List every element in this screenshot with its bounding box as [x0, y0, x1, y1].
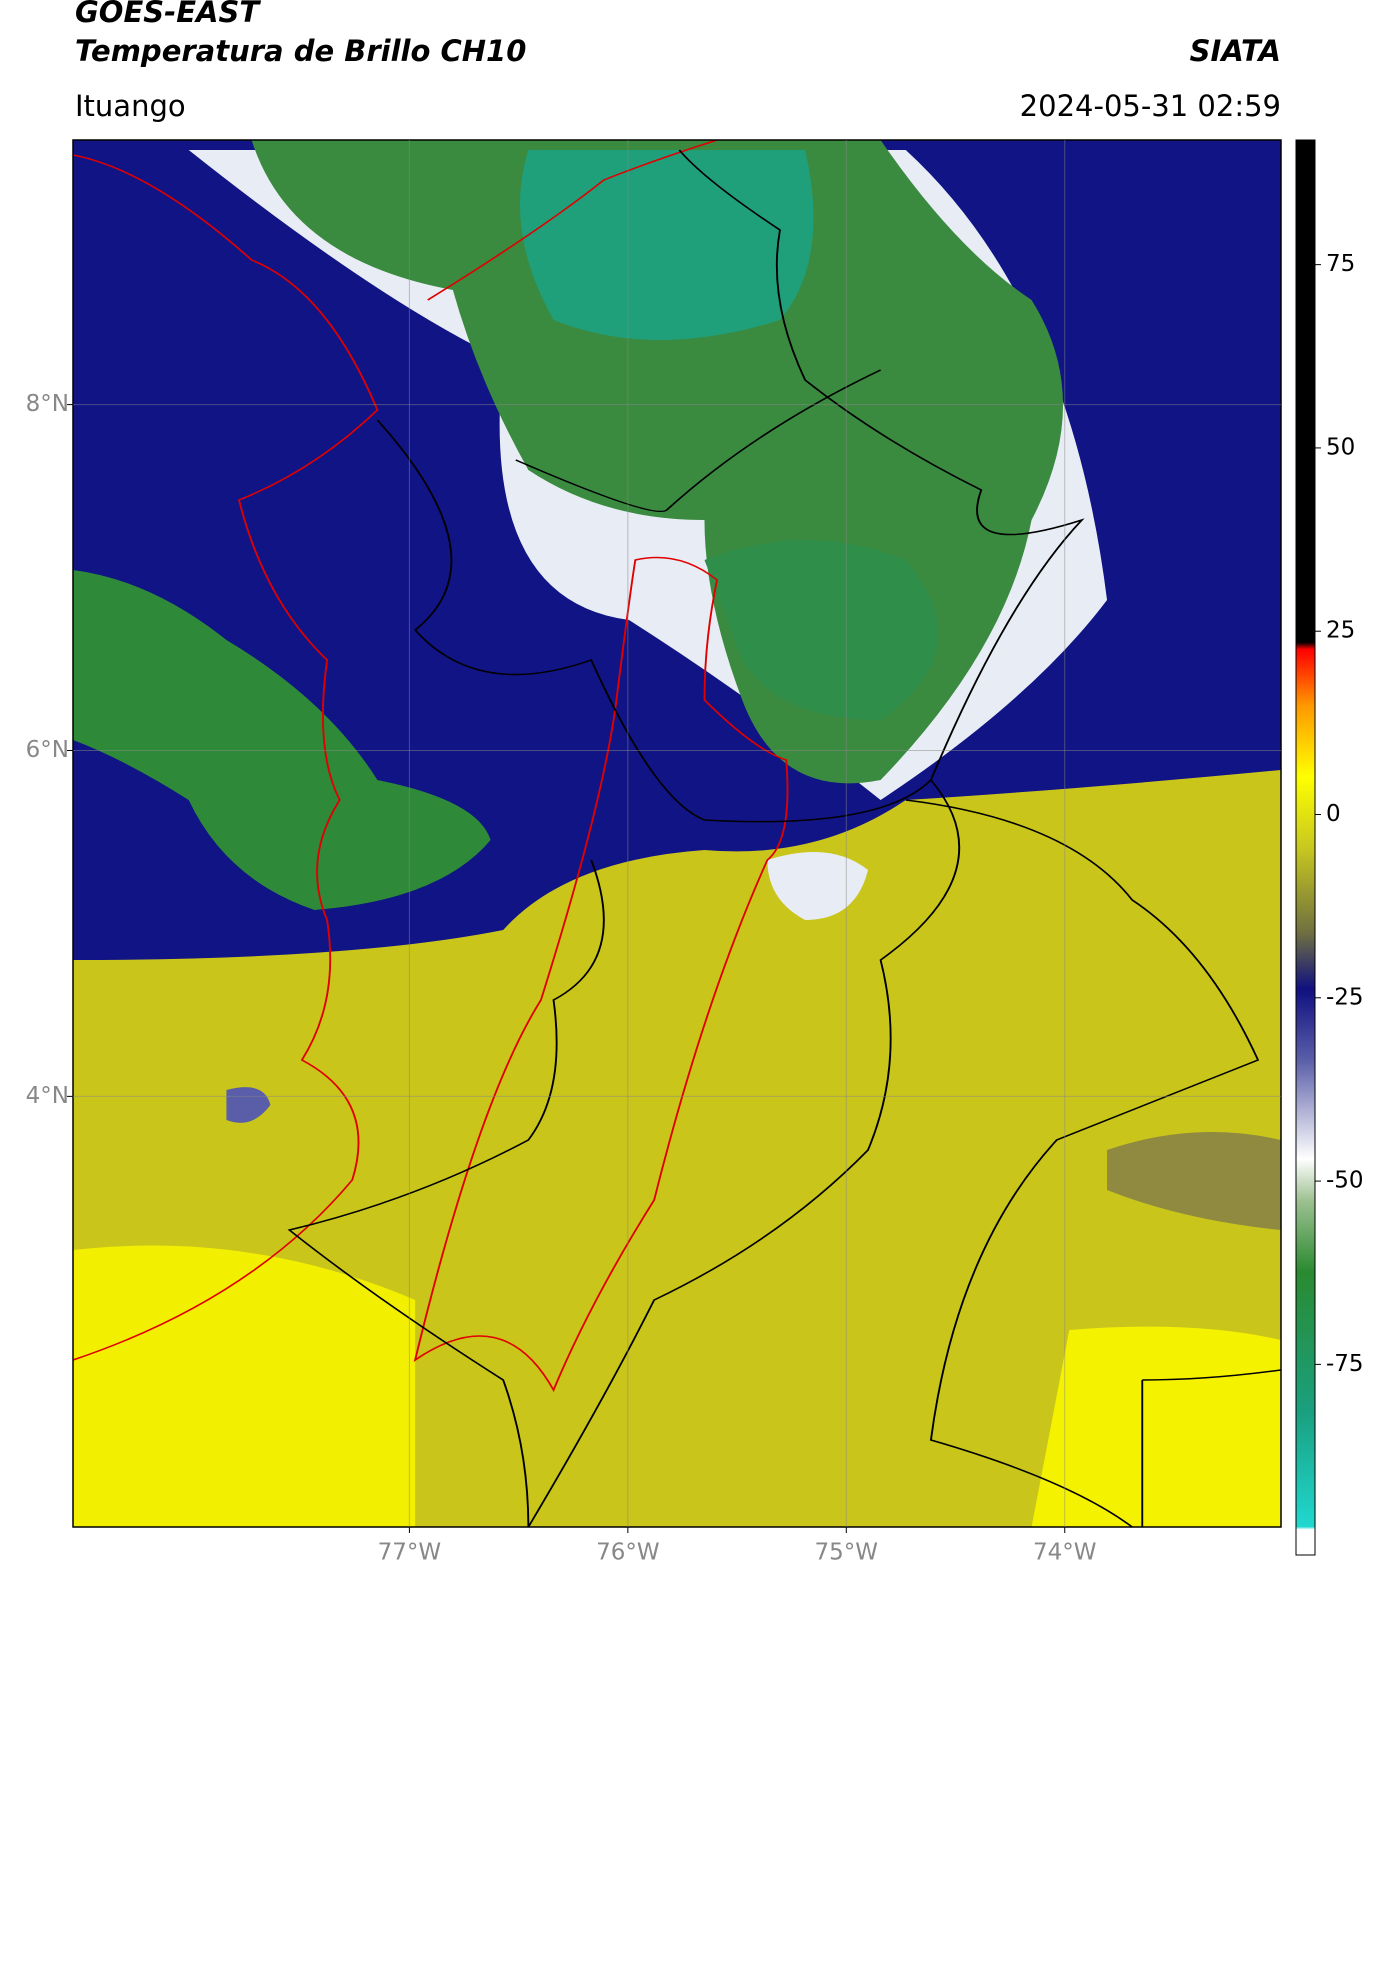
source: SIATA — [1190, 34, 1281, 68]
colorbar-tick-label: 50 — [1326, 434, 1355, 460]
colorbar-tick-label: 25 — [1326, 618, 1355, 644]
colorbar-tick-label: 75 — [1326, 251, 1355, 277]
datetime: 2024-05-31 02:59 — [1020, 89, 1281, 123]
colorbar — [1295, 139, 1316, 1556]
colorbar-tick-label: -75 — [1326, 1351, 1364, 1377]
y-tick-label: 4°N — [26, 1083, 69, 1109]
x-tick-label: 76°W — [596, 1540, 660, 1566]
colorbar-tick-label: 0 — [1326, 801, 1341, 827]
colorbar-tick-label: -50 — [1326, 1168, 1364, 1194]
y-tick-label: 8°N — [26, 391, 69, 417]
y-tick-label: 6°N — [26, 737, 69, 763]
x-tick-label: 74°W — [1033, 1540, 1097, 1566]
x-tick-label: 75°W — [815, 1540, 879, 1566]
satellite-image — [73, 140, 1281, 1527]
map-frame — [72, 139, 1282, 1528]
x-tick-label: 77°W — [378, 1540, 442, 1566]
location: Ituango — [75, 89, 186, 123]
subtitle: Temperatura de Brillo CH10 — [75, 34, 526, 68]
title: GOES-EAST — [75, 0, 261, 29]
colorbar-tick-label: -25 — [1326, 984, 1364, 1010]
